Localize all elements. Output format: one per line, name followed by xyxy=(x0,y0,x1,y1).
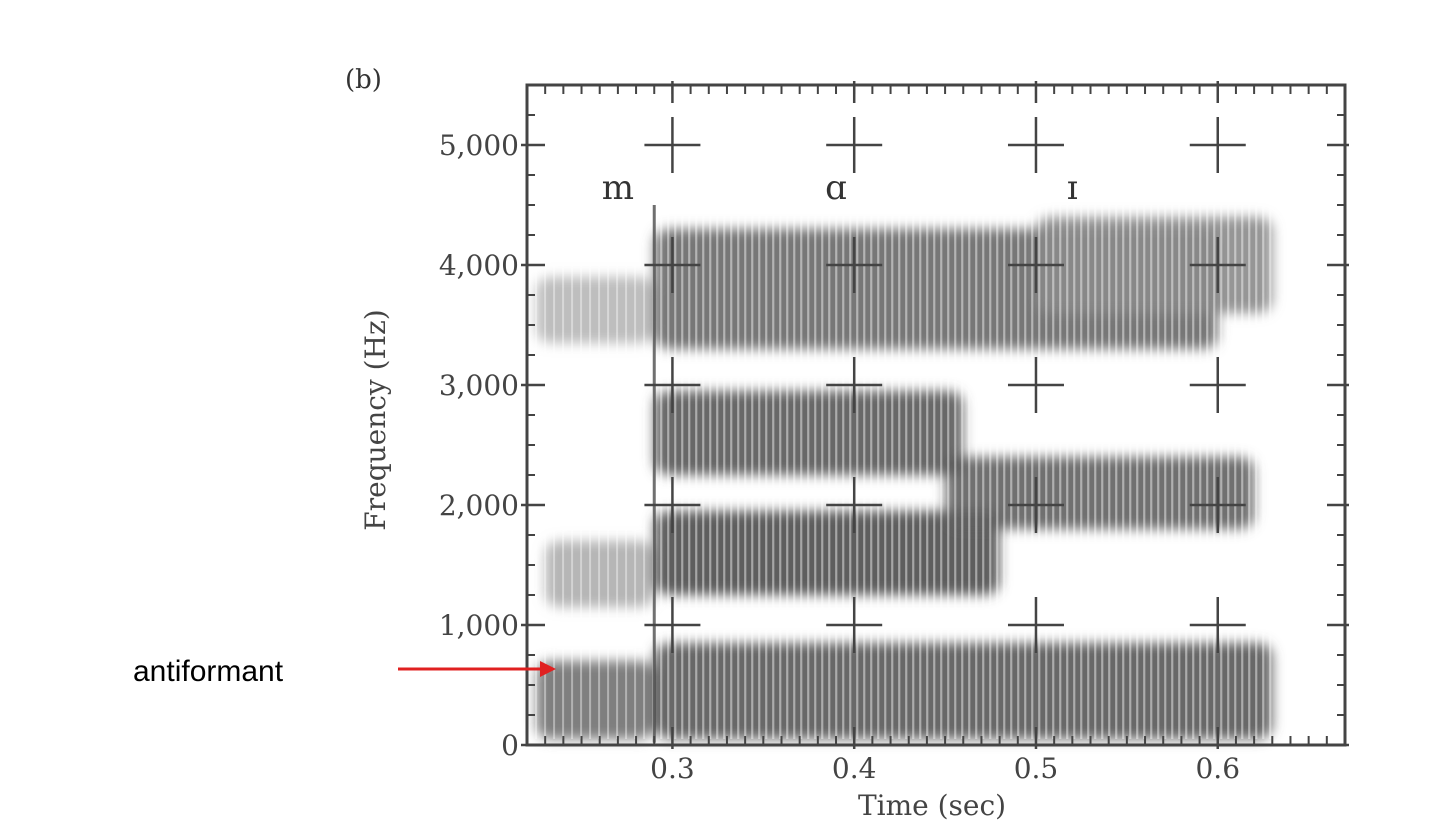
x-axis-ticks: 0.3 0.4 0.5 0.6 xyxy=(650,81,1240,785)
x-tick-label: 0.6 xyxy=(1195,752,1240,785)
y-tick-label: 1,000 xyxy=(439,609,519,642)
panel-label: (b) xyxy=(345,65,382,95)
annotation-label: antiformant xyxy=(133,655,284,688)
y-axis-ticks: 0 1,000 2,000 3,000 4,000 5,000 xyxy=(439,129,1349,762)
segment-label: ɑ xyxy=(825,168,847,208)
energy-band-5 xyxy=(945,457,1255,529)
annotation-arrow-head xyxy=(540,661,556,677)
energy-band-1 xyxy=(545,541,655,607)
y-tick-label: 5,000 xyxy=(439,129,519,162)
y-tick-label: 3,000 xyxy=(439,369,519,402)
segment-label: ɪ xyxy=(1067,168,1078,208)
energy-band-3 xyxy=(654,643,1273,739)
y-tick-label: 4,000 xyxy=(439,249,519,282)
y-axis-label: Frequency (Hz) xyxy=(359,309,392,530)
energy-band-4 xyxy=(654,511,1000,595)
glottal-striations xyxy=(535,205,1272,743)
energy-band-2 xyxy=(536,277,655,343)
energy-band-0 xyxy=(536,661,655,739)
x-tick-label: 0.4 xyxy=(832,752,877,785)
energy-band-8 xyxy=(1035,217,1273,313)
energy-bands xyxy=(536,217,1273,739)
x-tick-label: 0.3 xyxy=(650,752,695,785)
segment-label: m xyxy=(602,168,634,208)
y-tick-label: 2,000 xyxy=(439,489,519,522)
energy-band-6 xyxy=(654,391,964,475)
x-axis-label: Time (sec) xyxy=(858,789,1006,822)
y-tick-label: 0 xyxy=(501,729,519,762)
crosshair-grid xyxy=(644,117,1246,653)
x-tick-label: 0.5 xyxy=(1014,752,1059,785)
